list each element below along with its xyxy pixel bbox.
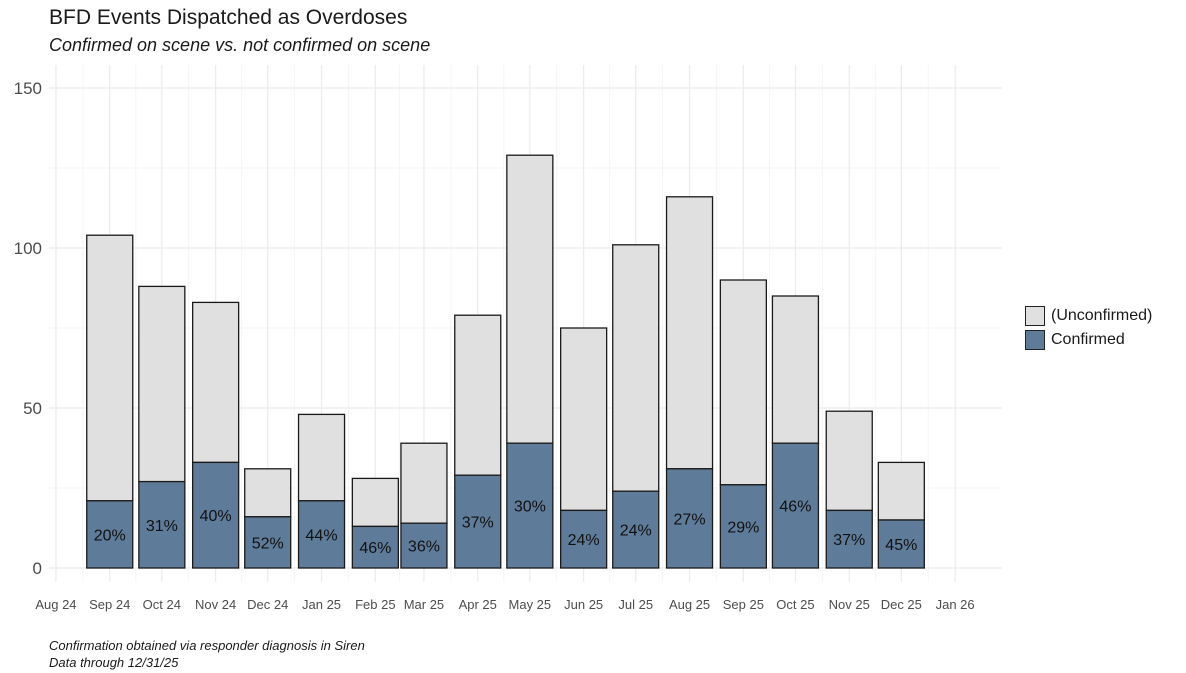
x-tick-label: Oct 25 [776,597,814,612]
bar-percent-label: 52% [252,535,284,552]
bar-unconfirmed [506,154,554,444]
bar-confirmed [612,490,660,569]
y-tick-label: 0 [33,559,42,578]
bar-percent-label: 30% [514,499,546,516]
x-tick-label: Oct 24 [143,597,181,612]
x-tick-label: May 25 [509,597,552,612]
bar-unconfirmed [138,285,186,483]
x-tick-label: Jul 25 [618,597,653,612]
x-tick-label: Dec 24 [247,597,288,612]
bar-unconfirmed [719,279,768,486]
legend: (Unconfirmed) Confirmed [1025,304,1152,352]
legend-key-unconfirmed [1025,306,1045,326]
bar-unconfirmed [191,301,240,464]
x-tick-label: Apr 25 [459,597,497,612]
bar-confirmed [400,522,448,569]
chart-subtitle: Confirmed on scene vs. not confirmed on … [49,35,431,55]
bar-confirmed [825,509,873,569]
bar-unconfirmed [297,413,346,502]
bar-confirmed [86,500,134,569]
bar-confirmed [191,461,240,569]
bar-confirmed [771,442,820,569]
bar-confirmed [665,468,714,569]
bar-percent-label: 27% [674,511,706,528]
caption-source: Confirmation obtained via responder diag… [49,638,365,653]
bar-confirmed [138,480,186,569]
bar-percent-label: 36% [408,539,440,556]
y-tick-label: 50 [23,399,42,418]
bar-percent-label: 46% [779,499,811,516]
x-tick-label: Aug 24 [35,597,76,612]
bar-percent-label: 44% [306,527,338,544]
x-tick-label: Feb 25 [355,597,395,612]
y-tick-label: 150 [14,79,42,98]
bar-confirmed [297,500,346,569]
bar-confirmed [351,525,399,569]
x-tick-label: Nov 24 [195,597,236,612]
bar-unconfirmed [771,295,820,444]
bar-percent-label: 29% [727,519,759,536]
chart-title: BFD Events Dispatched as Overdoses [49,6,408,29]
x-tick-label: Mar 25 [404,597,444,612]
x-tick-label: Dec 25 [881,597,922,612]
x-tick-label: Aug 25 [669,597,710,612]
bar-percent-label: 40% [200,508,232,525]
x-tick-label: Jan 25 [302,597,341,612]
x-tick-label: Jun 25 [564,597,603,612]
bar-unconfirmed [560,327,608,512]
bar-unconfirmed [86,234,134,502]
bar-percent-label: 24% [620,523,652,540]
legend-label-confirmed: Confirmed [1051,331,1125,348]
bar-confirmed [506,442,554,569]
x-tick-label: Sep 25 [723,597,764,612]
bar-unconfirmed [400,442,448,524]
bar-percent-label: 31% [146,518,178,535]
bar-confirmed [244,516,292,569]
y-tick-label: 100 [14,239,42,258]
bar-confirmed [454,474,502,569]
legend-item-unconfirmed: (Unconfirmed) [1025,304,1152,328]
x-tick-label: Sep 24 [89,597,130,612]
legend-item-confirmed: Confirmed [1025,328,1152,352]
bar-percent-label: 46% [359,540,391,557]
x-tick-label: Nov 25 [829,597,870,612]
x-tick-label: Jan 26 [936,597,975,612]
bar-percent-label: 24% [568,532,600,549]
bar-percent-label: 20% [94,527,126,544]
bar-percent-label: 37% [833,532,865,549]
bar-unconfirmed [825,410,873,512]
legend-label-unconfirmed: (Unconfirmed) [1051,307,1153,324]
bar-unconfirmed [454,314,502,476]
bar-confirmed [877,519,925,569]
bar-unconfirmed [351,477,399,528]
caption-data-through: Data through 12/31/25 [49,655,179,670]
bar-unconfirmed [244,468,292,518]
bar-percent-label: 45% [885,537,917,554]
bar-unconfirmed [877,461,925,521]
bar-unconfirmed [665,196,714,470]
bar-unconfirmed [612,244,660,492]
bar-percent-label: 37% [462,515,494,532]
legend-key-confirmed [1025,330,1045,350]
bar-confirmed [719,484,768,569]
bar-confirmed [560,509,608,569]
